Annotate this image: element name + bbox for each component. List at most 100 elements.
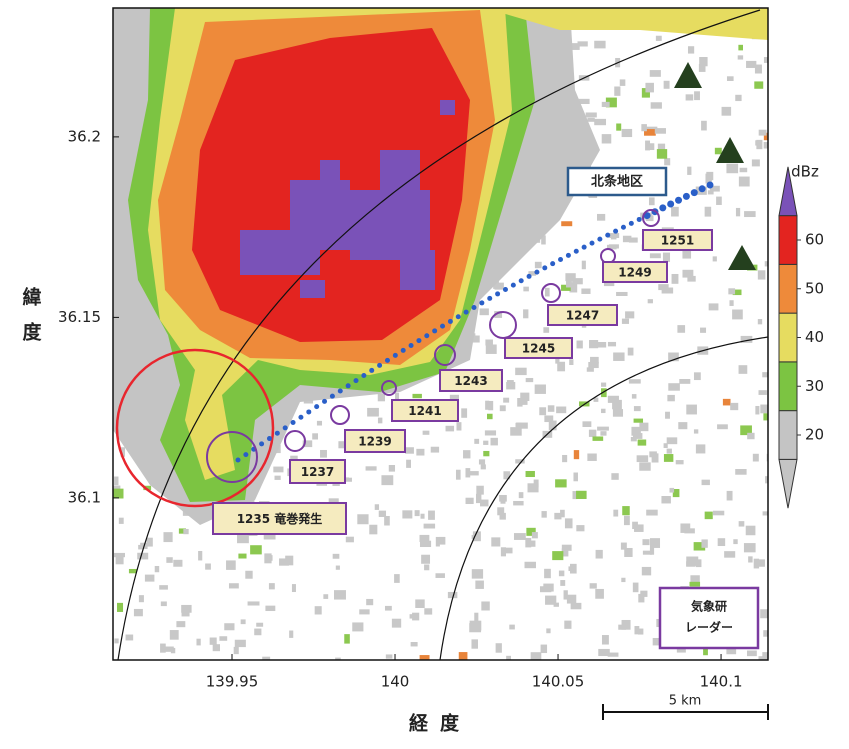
echo-speck xyxy=(631,437,637,441)
echo-speck xyxy=(588,362,598,368)
echo-speck xyxy=(614,86,620,95)
echo-speck xyxy=(601,409,606,413)
echo-speck xyxy=(384,516,390,526)
colorbar-swatch xyxy=(779,313,797,362)
echo-speck xyxy=(694,91,700,100)
echo-speck xyxy=(629,379,641,383)
echo-speck xyxy=(713,511,724,516)
echo-speck xyxy=(709,303,719,310)
time-label: 1245 xyxy=(522,342,555,356)
echo-speck xyxy=(594,342,606,348)
echo-speck xyxy=(590,583,597,588)
echo-speck xyxy=(564,621,571,629)
echo-speck xyxy=(668,383,680,391)
echo-speck xyxy=(726,164,738,174)
echo-speck xyxy=(559,571,564,577)
echo-speck xyxy=(715,148,722,154)
echo-speck xyxy=(474,439,479,444)
echo-speck xyxy=(163,532,172,542)
echo-speck xyxy=(543,327,549,333)
echo-speck xyxy=(602,102,610,107)
track-dot xyxy=(385,358,390,363)
echo-speck xyxy=(436,537,440,547)
echo-speck xyxy=(571,603,582,609)
track-dot xyxy=(582,245,587,250)
x-axis-label: 経度 xyxy=(409,712,471,735)
echo-speck xyxy=(500,405,506,411)
track-dot xyxy=(416,338,421,343)
echo-speck xyxy=(690,575,699,582)
echo-speck xyxy=(256,623,263,627)
echo-speck xyxy=(556,407,566,414)
echo-speck xyxy=(754,81,763,88)
echo-speck xyxy=(238,554,246,559)
echo-speck xyxy=(560,510,565,518)
echo-speck xyxy=(638,440,647,446)
echo-speck xyxy=(147,538,153,547)
echo-speck xyxy=(747,651,757,657)
colorbar-swatch xyxy=(779,362,797,411)
echo-speck xyxy=(366,599,373,605)
echo-speck xyxy=(702,480,710,485)
echo-speck xyxy=(713,256,717,261)
track-dot xyxy=(542,265,547,270)
echo-speck xyxy=(613,352,624,360)
echo-speck xyxy=(587,367,594,371)
track-dot xyxy=(503,287,508,292)
echo-speck xyxy=(532,532,538,538)
echo-speck xyxy=(424,524,435,529)
echo-speck xyxy=(241,619,246,624)
echo-speck xyxy=(334,590,346,599)
echo-speck xyxy=(589,430,596,437)
echo-speck xyxy=(688,46,694,53)
echo-speck xyxy=(405,447,414,453)
echo-speck xyxy=(690,582,701,587)
echo-speck xyxy=(503,398,509,403)
echo-speck xyxy=(763,413,767,420)
echo-speck xyxy=(248,601,260,605)
echo-speck xyxy=(159,585,168,589)
echo-speck xyxy=(624,516,630,525)
echo-speck xyxy=(491,438,498,446)
page: {"map": {"xlim": [139.9135, 140.1144], "… xyxy=(0,0,849,745)
echo-speck xyxy=(412,613,419,621)
echo-speck xyxy=(678,422,687,429)
echo-speck xyxy=(114,638,118,643)
echo-speck xyxy=(562,455,567,462)
echo-speck xyxy=(727,491,733,501)
echo-speck xyxy=(560,580,565,586)
echo-speck xyxy=(700,328,706,333)
echo-speck xyxy=(718,538,725,546)
echo-speck xyxy=(705,512,713,520)
echo-speck xyxy=(572,278,583,284)
echo-speck xyxy=(171,648,175,653)
echo-speck xyxy=(645,83,654,93)
track-dot xyxy=(590,241,595,246)
echo-speck xyxy=(117,603,123,612)
echo-speck xyxy=(696,444,705,453)
echo-speck xyxy=(646,510,658,516)
echo-speck xyxy=(679,379,690,384)
echo-speck xyxy=(526,378,534,382)
echo-speck xyxy=(594,119,606,125)
echo-speck xyxy=(320,450,327,458)
echo-speck xyxy=(581,289,590,294)
echo-speck xyxy=(667,449,672,454)
track-dot xyxy=(409,343,414,348)
echo-speck xyxy=(523,309,528,318)
colorbar-swatch xyxy=(779,264,797,313)
echo-speck xyxy=(746,526,756,536)
echo-speck xyxy=(155,566,159,572)
echo-speck xyxy=(481,464,486,469)
echo-speck xyxy=(415,510,420,516)
time-label: 1249 xyxy=(618,266,651,280)
echo-speck xyxy=(292,584,296,592)
echo-speck xyxy=(570,564,577,574)
echo-speck xyxy=(744,543,756,552)
echo-speck xyxy=(582,261,586,270)
track-dot xyxy=(487,296,492,301)
echo-speck xyxy=(622,620,631,630)
scale-label: 5 km xyxy=(669,694,702,709)
echo-speck xyxy=(406,460,411,468)
echo-speck xyxy=(576,525,584,531)
